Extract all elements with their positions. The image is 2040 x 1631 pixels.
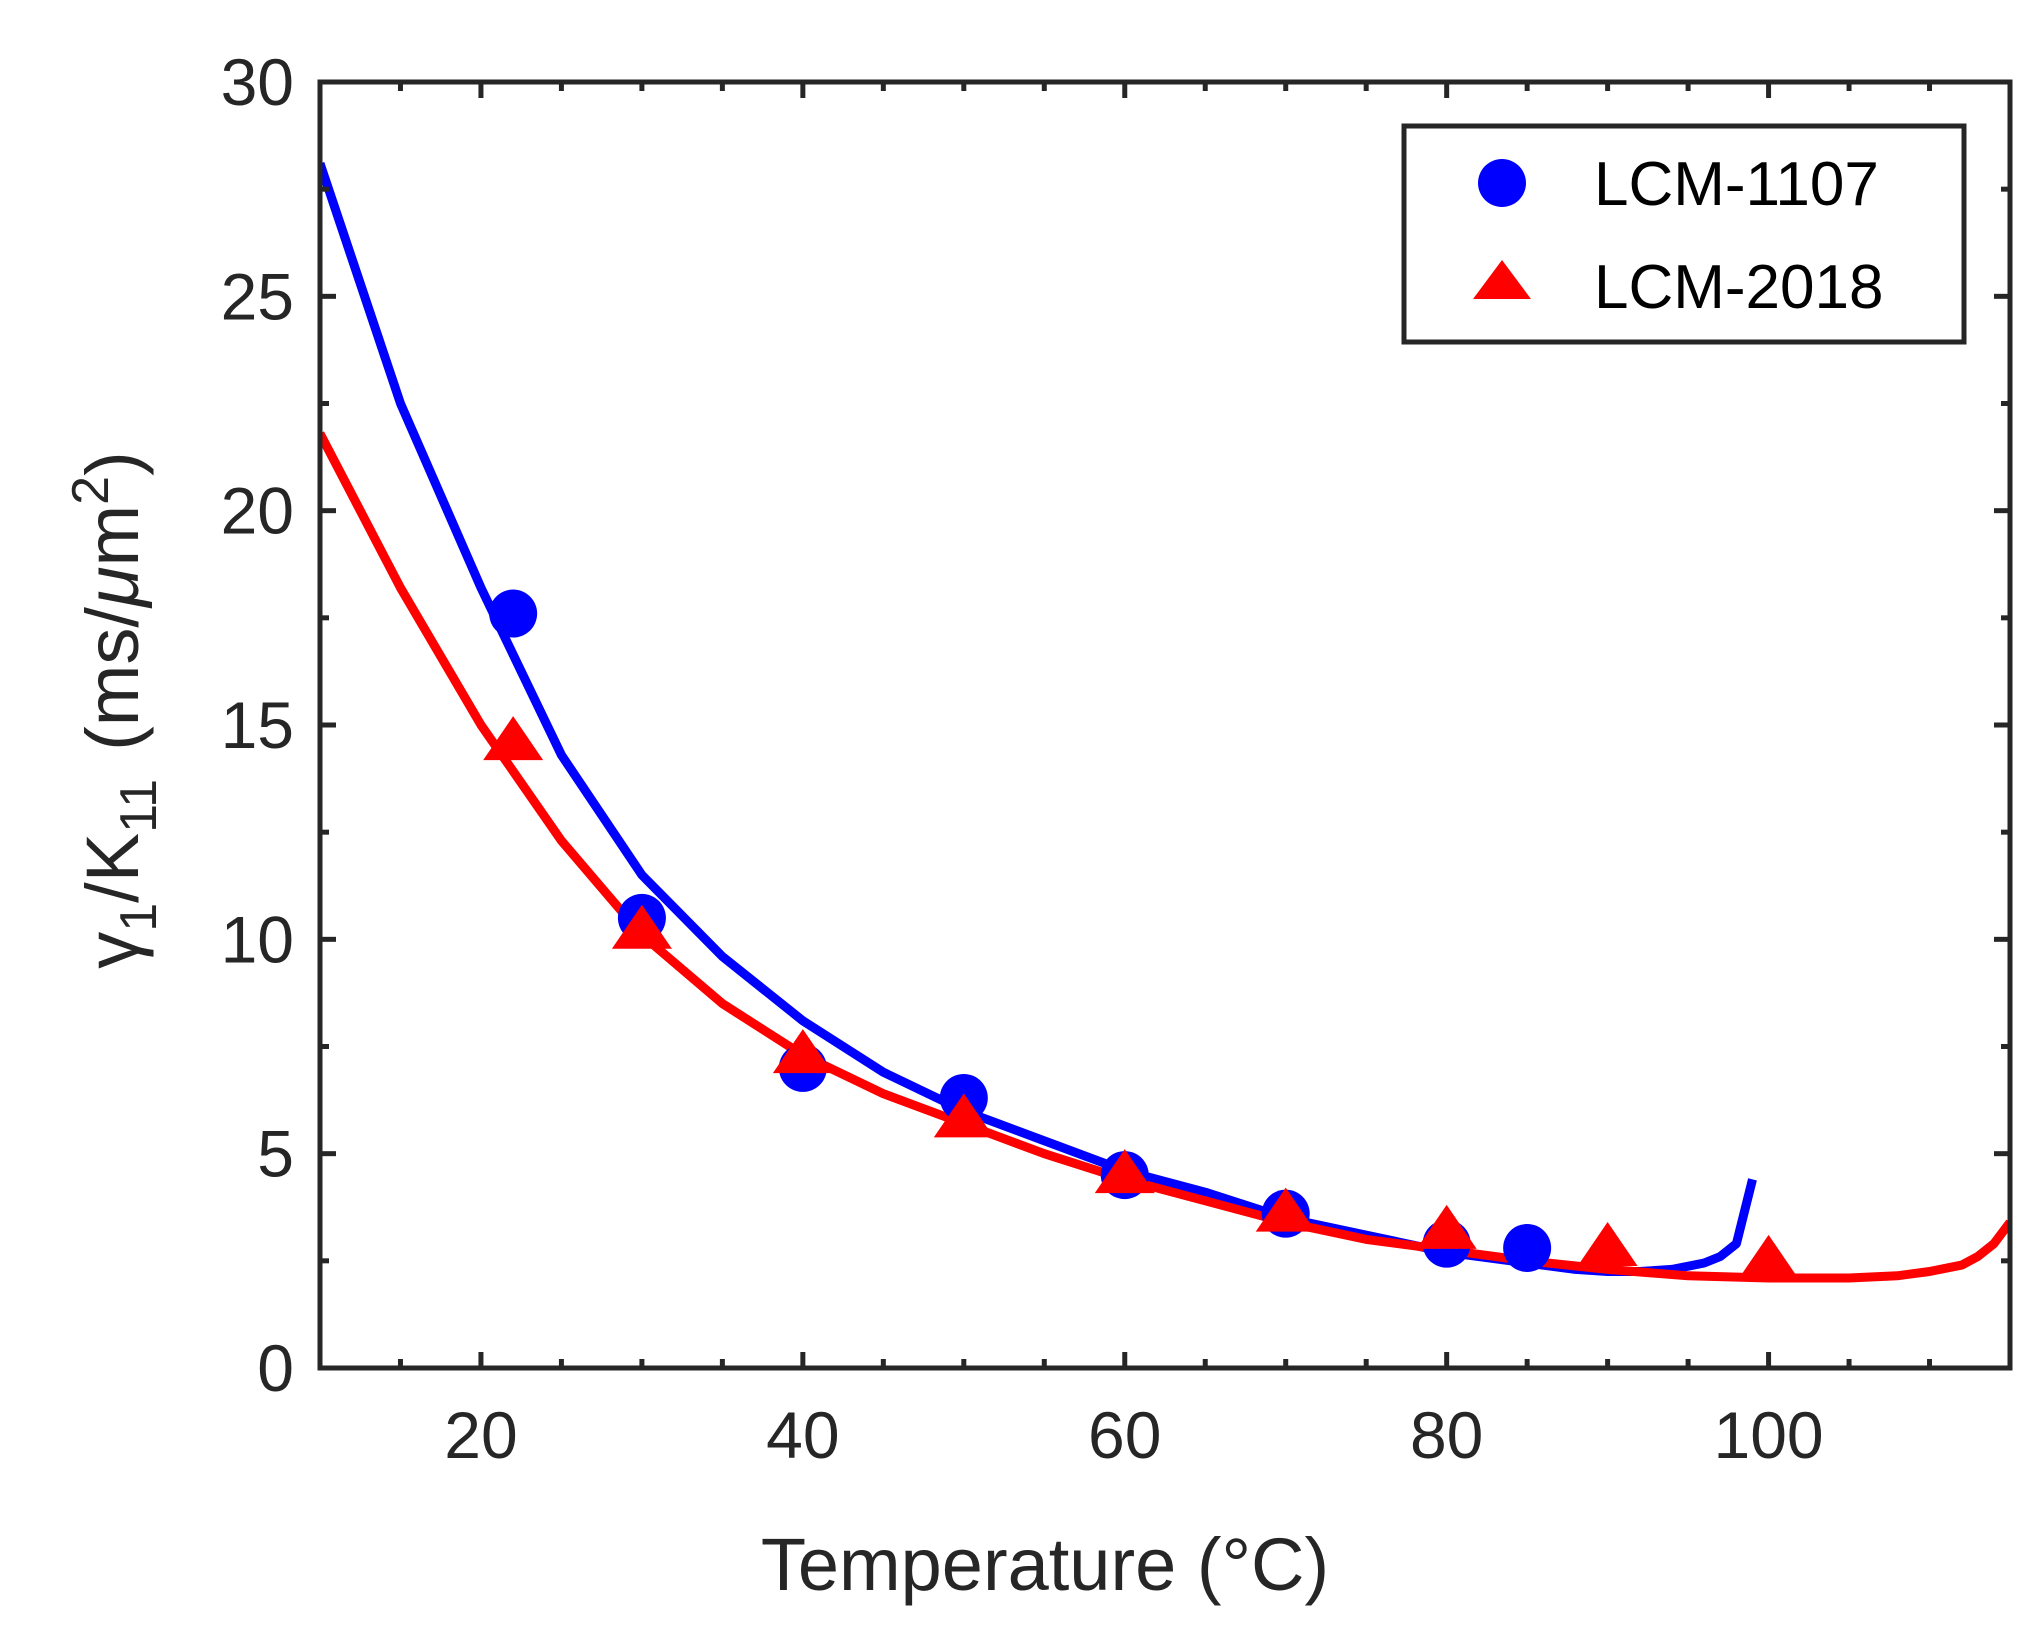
y-title-gamma: γ — [71, 932, 154, 969]
legend-label-lcm-1107: LCM-1107 — [1594, 150, 1879, 219]
point-lcm-1107 — [1503, 1224, 1551, 1272]
y-title-slash-k: /K — [71, 833, 154, 903]
x-axis-title: Temperature (°C) — [761, 1523, 1329, 1606]
y-title-units-open: (ms/ — [71, 607, 154, 751]
y-title-k-sub: 11 — [110, 779, 168, 833]
legend-marker-lcm-1107 — [1478, 159, 1526, 207]
y-tick-label: 25 — [221, 259, 294, 333]
legend: LCM-1107 LCM-2018 — [1404, 126, 1964, 342]
legend-label-lcm-2018: LCM-2018 — [1594, 253, 1883, 322]
y-tick-label: 0 — [257, 1331, 294, 1405]
y-tick-label: 10 — [221, 902, 294, 976]
y-tick-label: 30 — [221, 45, 294, 119]
y-title-mu: μ — [71, 567, 154, 610]
y-axis-title: γ1/K11 (ms/μm2) — [62, 451, 168, 968]
y-title-units-m: m — [71, 505, 154, 567]
y-tick-label: 20 — [221, 474, 294, 548]
y-title-gamma-sub: 1 — [110, 903, 168, 932]
chart: 20 40 60 80 100 0 5 10 15 20 25 30 Temperature (°C)… — [0, 0, 2040, 1631]
x-tick-label: 60 — [1088, 1398, 1161, 1472]
point-lcm-1107 — [489, 590, 537, 638]
y-title-units-close: ) — [71, 451, 154, 476]
y-tick-label: 15 — [221, 688, 294, 762]
x-tick-label: 80 — [1410, 1398, 1483, 1472]
x-tick-label: 20 — [444, 1398, 517, 1472]
y-title-units-sup: 2 — [62, 476, 120, 505]
y-tick-label: 5 — [257, 1117, 294, 1191]
x-tick-label: 100 — [1714, 1398, 1824, 1472]
x-tick-label: 40 — [766, 1398, 839, 1472]
